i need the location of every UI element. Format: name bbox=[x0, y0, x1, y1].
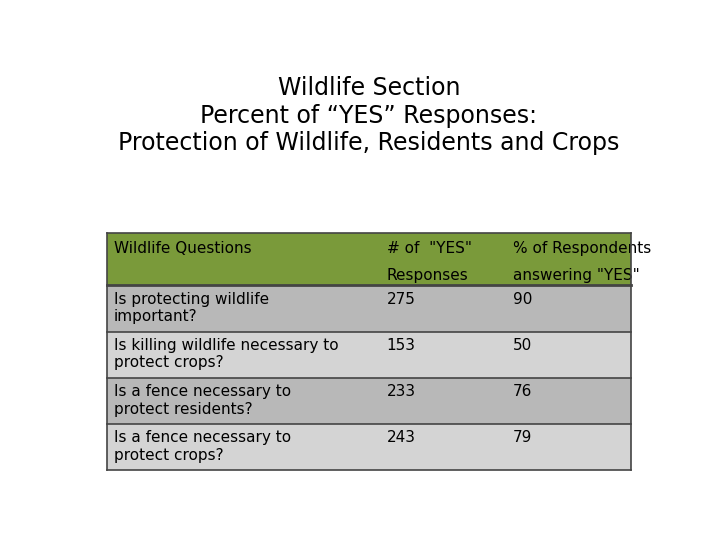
Text: 153: 153 bbox=[387, 338, 415, 353]
Text: Wildlife Section: Wildlife Section bbox=[278, 76, 460, 100]
Text: 79: 79 bbox=[513, 430, 532, 445]
Text: 50: 50 bbox=[513, 338, 532, 353]
Text: 275: 275 bbox=[387, 292, 415, 307]
Text: Protection of Wildlife, Residents and Crops: Protection of Wildlife, Residents and Cr… bbox=[118, 131, 620, 156]
Text: Percent of “YES” Responses:: Percent of “YES” Responses: bbox=[200, 104, 538, 127]
Bar bbox=[107, 285, 631, 332]
Text: Wildlife Questions: Wildlife Questions bbox=[114, 241, 251, 256]
Bar bbox=[107, 332, 631, 378]
Text: % of Respondents: % of Respondents bbox=[513, 241, 651, 256]
Text: 90: 90 bbox=[513, 292, 532, 307]
Text: Responses: Responses bbox=[387, 268, 469, 284]
Text: 243: 243 bbox=[387, 430, 415, 445]
Text: Is killing wildlife necessary to
protect crops?: Is killing wildlife necessary to protect… bbox=[114, 338, 338, 370]
Text: answering "YES": answering "YES" bbox=[513, 268, 639, 284]
Text: # of  "YES": # of "YES" bbox=[387, 241, 472, 256]
Bar bbox=[107, 424, 631, 470]
Text: 233: 233 bbox=[387, 384, 416, 399]
Text: Is a fence necessary to
protect crops?: Is a fence necessary to protect crops? bbox=[114, 430, 291, 463]
Bar bbox=[107, 233, 631, 285]
Text: 76: 76 bbox=[513, 384, 532, 399]
Text: Is protecting wildlife
important?: Is protecting wildlife important? bbox=[114, 292, 269, 324]
Bar bbox=[107, 378, 631, 424]
Text: Is a fence necessary to
protect residents?: Is a fence necessary to protect resident… bbox=[114, 384, 291, 417]
